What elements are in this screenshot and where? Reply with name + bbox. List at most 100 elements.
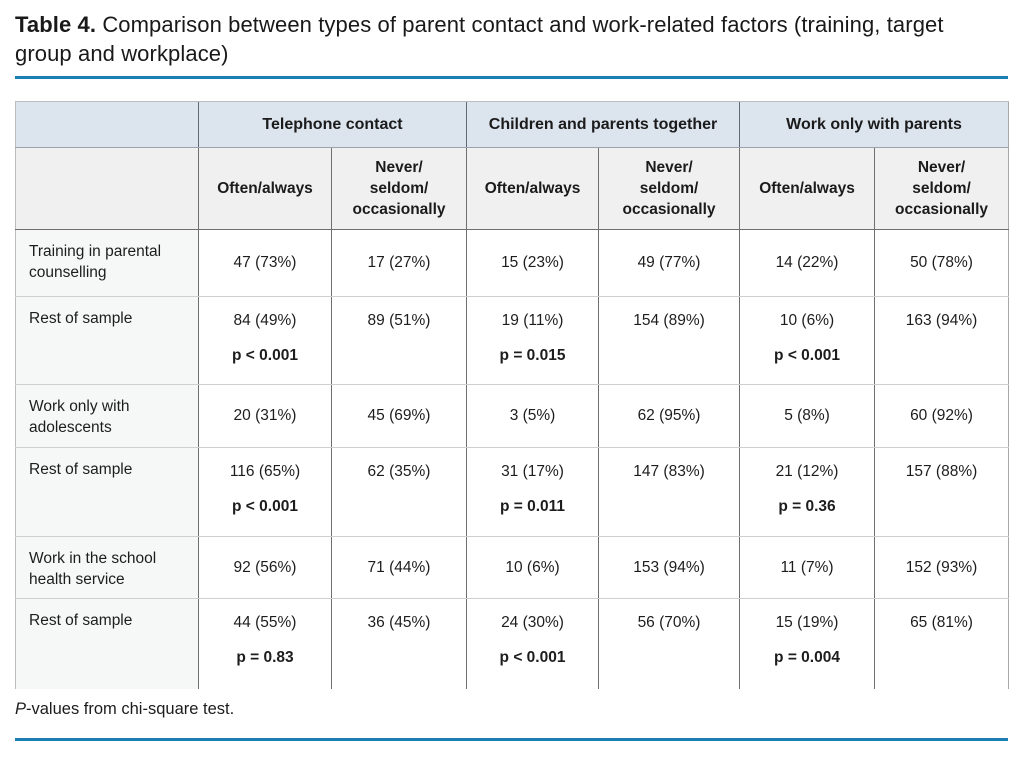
cell-value: 17 (27%)	[367, 254, 431, 271]
table-row-school-health-service: Work in the school health service 92 (56…	[15, 536, 1009, 599]
data-cell: 45 (69%)	[330, 384, 467, 448]
footnote-p-symbol: P	[15, 699, 27, 718]
cell-value: 147 (83%)	[633, 463, 705, 480]
data-cell: 31 (17%) p = 0.011	[466, 447, 599, 537]
data-cell: 92 (56%)	[198, 536, 332, 599]
cell-p-value	[875, 347, 1008, 348]
cell-p-value	[332, 347, 466, 348]
cell-p-value	[875, 498, 1008, 499]
cell-value: 49 (77%)	[637, 254, 701, 271]
cell-value: 10 (6%)	[505, 558, 560, 576]
cell-p-value: p = 0.004	[774, 649, 840, 666]
cell-value: 157 (88%)	[905, 463, 978, 480]
comparison-table: Telephone contact Children and parents t…	[15, 101, 1010, 689]
group-header-row: Telephone contact Children and parents t…	[15, 101, 1009, 148]
data-cell: 116 (65%) p < 0.001	[198, 447, 332, 537]
row-label: Work only with adolescents	[15, 384, 199, 448]
data-cell: 36 (45%)	[330, 598, 467, 689]
table-body: Training in parental counselling 47 (73%…	[15, 229, 1009, 689]
sub-header-never-seldom: Never/ seldom/ occasionally	[598, 147, 740, 230]
cell-value: 84 (49%)	[233, 312, 297, 329]
cell-value: 21 (12%)	[775, 463, 839, 480]
cell-value: 24 (30%)	[501, 614, 564, 631]
cell-p-value: p = 0.011	[499, 498, 566, 515]
data-cell: 14 (22%)	[739, 229, 875, 297]
row-label: Rest of sample	[15, 598, 199, 689]
sub-header-never-seldom: Never/ seldom/ occasionally	[874, 147, 1009, 230]
cell-value: 11 (7%)	[780, 558, 834, 576]
data-cell: 147 (83%)	[598, 447, 740, 537]
data-cell: 50 (78%)	[874, 229, 1009, 297]
table-row-rest-of-sample-1: Rest of sample 84 (49%) p < 0.001 89 (51%…	[15, 296, 1009, 385]
table-row-rest-of-sample-2: Rest of sample 116 (65%) p < 0.001 62 (35…	[15, 447, 1009, 537]
data-cell: 56 (70%)	[598, 598, 740, 689]
row-label: Work in the school health service	[15, 536, 199, 599]
cell-value: 10 (6%)	[779, 312, 835, 329]
group-header-work-only-parents: Work only with parents	[739, 101, 1009, 148]
table-row-work-only-adolescents: Work only with adolescents 20 (31%) 45 (…	[15, 384, 1009, 448]
data-cell: 19 (11%) p = 0.015	[466, 296, 599, 385]
data-cell: 89 (51%)	[330, 296, 467, 385]
data-cell: 84 (49%) p < 0.001	[198, 296, 332, 385]
group-header-telephone-contact: Telephone contact	[197, 101, 467, 148]
cell-value: 19 (11%)	[501, 312, 564, 329]
cell-value: 62 (95%)	[637, 407, 701, 424]
cell-value: 47 (73%)	[233, 254, 297, 271]
sub-header-often-always: Often/always	[198, 147, 332, 230]
cell-value: 60 (92%)	[910, 407, 973, 424]
data-cell: 62 (95%)	[598, 384, 740, 448]
table-row-training: Training in parental counselling 47 (73%…	[15, 229, 1009, 297]
data-cell: 3 (5%)	[466, 384, 599, 448]
cell-value: 152 (93%)	[905, 558, 978, 576]
sub-header-never-seldom: Never/ seldom/ occasionally	[330, 147, 467, 230]
data-cell: 163 (94%)	[874, 296, 1009, 385]
cell-p-value	[875, 649, 1008, 650]
cell-p-value: p < 0.001	[232, 498, 298, 515]
cell-p-value: p < 0.001	[232, 347, 298, 364]
cell-value: 5 (8%)	[784, 407, 830, 424]
row-label: Rest of sample	[15, 447, 199, 537]
data-cell: 65 (81%)	[874, 598, 1009, 689]
cell-value: 3 (5%)	[509, 407, 556, 424]
data-cell: 20 (31%)	[198, 384, 332, 448]
data-cell: 15 (23%)	[466, 229, 599, 297]
row-label: Rest of sample	[15, 296, 199, 385]
cell-p-value	[599, 498, 739, 499]
data-cell: 49 (77%)	[598, 229, 740, 297]
row-label: Training in parental counselling	[15, 229, 199, 297]
table-title: Table 4. Comparison between types of par…	[15, 10, 975, 68]
data-cell: 11 (7%)	[739, 536, 875, 599]
cell-value: 65 (81%)	[910, 614, 973, 631]
table-footnote: P-values from chi-square test.	[15, 700, 1008, 719]
cell-value: 14 (22%)	[775, 254, 839, 271]
cell-value: 153 (94%)	[633, 558, 705, 576]
cell-value: 36 (45%)	[367, 614, 431, 631]
cell-value: 15 (19%)	[775, 614, 839, 631]
cell-p-value: p < 0.001	[499, 649, 566, 666]
data-cell: 44 (55%) p = 0.83	[198, 598, 332, 689]
cell-p-value	[332, 649, 466, 650]
data-cell: 152 (93%)	[874, 536, 1009, 599]
data-cell: 21 (12%) p = 0.36	[739, 447, 875, 537]
data-cell: 47 (73%)	[198, 229, 332, 297]
cell-value: 71 (44%)	[367, 558, 431, 576]
cell-value: 44 (55%)	[233, 614, 297, 631]
cell-value: 45 (69%)	[367, 407, 431, 424]
data-cell: 24 (30%) p < 0.001	[466, 598, 599, 689]
data-cell: 62 (35%)	[330, 447, 467, 537]
cell-value: 50 (78%)	[910, 254, 973, 271]
cell-p-value: p < 0.001	[774, 347, 840, 364]
bottom-divider-rule	[15, 737, 1008, 741]
table-header: Telephone contact Children and parents t…	[15, 101, 1009, 230]
cell-p-value: p = 0.015	[499, 347, 566, 364]
sub-header-often-always: Often/always	[466, 147, 599, 230]
cell-p-value: p = 0.36	[778, 498, 836, 515]
sub-header-often-always: Often/always	[739, 147, 875, 230]
corner-cell	[15, 147, 199, 230]
data-cell: 5 (8%)	[739, 384, 875, 448]
cell-value: 15 (23%)	[501, 254, 564, 271]
data-cell: 15 (19%) p = 0.004	[739, 598, 875, 689]
corner-cell	[15, 101, 199, 148]
cell-p-value	[332, 498, 466, 499]
cell-value: 20 (31%)	[233, 407, 297, 424]
